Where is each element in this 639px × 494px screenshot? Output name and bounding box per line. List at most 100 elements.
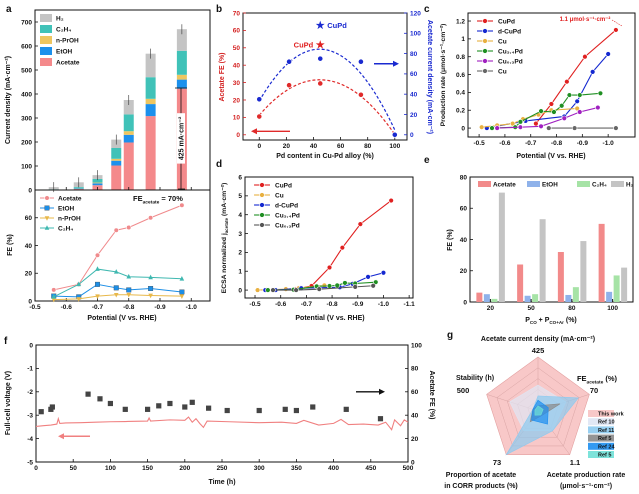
- y-tick-label: 0: [411, 459, 415, 466]
- legend-label: n-PrOH: [56, 38, 79, 45]
- y-tick-label-text: 0: [411, 459, 415, 466]
- bar-n-PrOH: [176, 74, 187, 80]
- x-tick-label: 80: [364, 143, 372, 150]
- x-tick-label-text: 20: [487, 305, 495, 312]
- x-tick-label-text: -0.7: [92, 304, 104, 311]
- y-tick-label: 20: [410, 112, 418, 119]
- legend-swatch: [40, 14, 52, 22]
- y-tick-label-text: 0.2: [456, 108, 465, 115]
- data-point: [95, 266, 100, 271]
- panel-label-g-text: g: [447, 330, 453, 341]
- x-tick-label-text: -0.8: [326, 301, 338, 308]
- bar-EtOH: [483, 294, 490, 302]
- legend-label-text: CuPd: [275, 182, 292, 189]
- y-tick-label: 10: [233, 115, 241, 122]
- x-tick-label: -0.7: [92, 304, 104, 311]
- x-tick-label-text: 80: [364, 143, 372, 150]
- data-point: [589, 69, 596, 75]
- radar-axis-title: Stability (h): [456, 375, 494, 382]
- x-axis-label-text: Potential (V vs. RHE): [295, 315, 364, 322]
- legend-label-text: Cu₃.₄Pd: [498, 48, 523, 55]
- y-axis-label-left-text: Full-cell voltage (V): [5, 371, 12, 435]
- bar-Acetate: [557, 252, 564, 302]
- y-tick-label: 0: [463, 299, 467, 306]
- radar-axis-title: Acetate production rate: [547, 472, 626, 479]
- x-tick-label: -0.8: [551, 140, 563, 147]
- x-tick-label-text: 100: [105, 465, 116, 472]
- bar-n-PrOH: [123, 131, 134, 135]
- y-tick-label: 0: [236, 132, 240, 139]
- x-tick-label-text: 0: [257, 143, 261, 150]
- x-tick-label-text: -1.1: [404, 301, 416, 308]
- panel-label-f: f: [4, 336, 8, 347]
- data-point: [358, 58, 364, 65]
- x-tick-label: -1.1: [404, 301, 416, 308]
- radar-axis-title-text: Acetate current density (mA·cm⁻²): [481, 336, 595, 343]
- data-point: [126, 224, 132, 231]
- x-tick-label-text: 250: [217, 465, 228, 472]
- legend-marker: [259, 202, 265, 208]
- x-tick-label-text: 400: [328, 465, 339, 472]
- y-axis-label: FE (%): [7, 234, 14, 256]
- legend-label-text: H₂: [56, 16, 64, 23]
- y-tick-label-text: 4: [238, 212, 242, 219]
- y-tick-label: 6: [238, 174, 242, 181]
- bar-Acetate: [145, 116, 156, 190]
- data-point: [342, 280, 348, 286]
- legend-swatch: [588, 434, 614, 442]
- legend-label-text: Ref 5: [598, 453, 611, 459]
- y-tick-label-text: -2: [27, 389, 33, 396]
- y-tick-label-text: 300: [21, 115, 32, 122]
- zero-bar: [178, 188, 185, 190]
- legend-label: Ref 5: [598, 436, 611, 442]
- y-tick-label-text: 80: [411, 366, 419, 373]
- radar-axis-title: in CORR products (%): [444, 483, 518, 490]
- data-point: [148, 215, 154, 221]
- legend-marker: [44, 205, 50, 211]
- y-tick-label-text: 60: [411, 389, 419, 396]
- y-tick-label: 80: [411, 366, 419, 373]
- fe-annotation-text: acetate: [143, 199, 160, 205]
- bar-H₂: [621, 267, 628, 302]
- legend-label-text: d-CuPd: [498, 28, 521, 35]
- bar-Acetate: [517, 264, 524, 302]
- panel-f-frame: [35, 344, 409, 463]
- y-axis-label-right: Acetate current density (mA·cm⁻²): [426, 20, 433, 134]
- legend-label: Acetate: [56, 60, 80, 67]
- y-tick-label-text: 80: [460, 174, 468, 181]
- y-tick-label-text: 0.8: [456, 54, 465, 61]
- y-tick-label-text: 40: [460, 237, 468, 244]
- x-tick-label: 300: [254, 465, 265, 472]
- x-tick-label: 20: [487, 305, 495, 312]
- x-tick-label-text: 50: [528, 305, 536, 312]
- legend-marker: [44, 195, 50, 201]
- legend-label-text: Cu: [498, 68, 507, 75]
- legend-label: Cu₃.₄Pd: [275, 212, 300, 219]
- y-axis-label-left: Full-cell voltage (V): [5, 371, 12, 435]
- data-point: [373, 279, 379, 285]
- y-tick-label-text: 20: [25, 271, 33, 278]
- star-label-current: CuPd: [327, 21, 347, 30]
- y-tick-label-text: 2: [238, 250, 242, 257]
- x-tick-label-text: -0.6: [499, 140, 511, 147]
- legend-label-text: d-CuPd: [275, 202, 298, 209]
- x-tick-label-text: -0.5: [249, 301, 261, 308]
- radar-axis-title-text: in CORR products (%): [444, 483, 518, 490]
- legend-swatch: [40, 58, 52, 66]
- x-axis-label: Time (h): [208, 479, 235, 486]
- bar-C₂H₄: [491, 298, 498, 302]
- y-tick-label-text: 60: [25, 215, 33, 222]
- x-axis-label-text: + P: [537, 317, 550, 324]
- legend-swatch: [40, 25, 52, 33]
- data-point: [179, 276, 185, 281]
- x-axis-label-text: Potential (V vs. RHE): [516, 153, 585, 160]
- panel-label-b: b: [216, 4, 222, 15]
- legend-marker: [482, 48, 488, 54]
- x-tick-label: 400: [328, 465, 339, 472]
- legend-label-text: Ref 5: [598, 436, 611, 442]
- data-point: [597, 90, 604, 96]
- legend-label-text: Ref 24: [598, 444, 615, 450]
- y-tick-label-text: -1: [27, 366, 33, 373]
- data-point: [558, 103, 565, 109]
- x-tick-label: -0.7: [301, 301, 313, 308]
